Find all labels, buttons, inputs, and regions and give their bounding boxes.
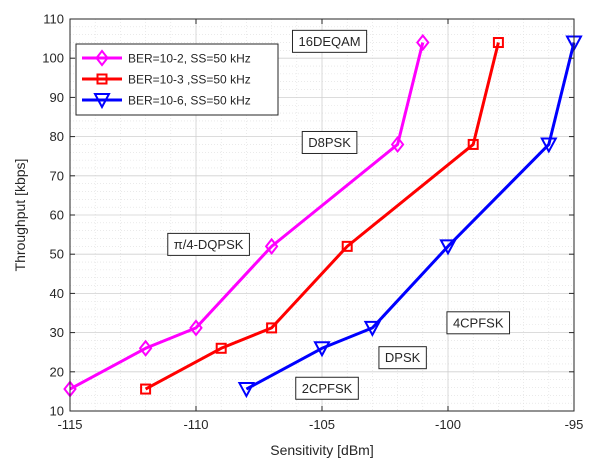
y-tick-label: 40 xyxy=(50,286,64,301)
data-point xyxy=(95,49,109,67)
annotation-box xyxy=(378,346,427,370)
annotation: D8PSK xyxy=(301,130,358,154)
series-1 xyxy=(63,33,430,398)
x-tick-label: -115 xyxy=(57,417,82,432)
data-point xyxy=(492,37,504,49)
data-point xyxy=(264,237,279,255)
annotation-box xyxy=(167,232,250,256)
data-point xyxy=(140,383,152,395)
data-point xyxy=(439,239,457,256)
annotation-label: DPSK xyxy=(385,350,421,365)
y-tick-label: 60 xyxy=(50,208,64,223)
series-2 xyxy=(140,37,504,395)
series-line xyxy=(69,42,425,391)
annotations: 16DEQAM D8PSK π/4-DQPSK 4CPFSK DPSK 2CPFSK xyxy=(167,29,511,400)
annotation-box xyxy=(295,376,359,400)
legend-label: BER=10-2, SS=50 kHz xyxy=(128,52,251,66)
x-tick-label: -110 xyxy=(183,417,208,432)
y-axis-label: Throughput [kbps] xyxy=(12,159,28,272)
annotation-label: D8PSK xyxy=(308,135,351,150)
annotation: 16DEQAM xyxy=(291,29,368,53)
data-point xyxy=(266,322,278,334)
y-tick-label: 10 xyxy=(50,404,64,419)
annotation-label: 16DEQAM xyxy=(298,34,360,49)
data-point xyxy=(215,342,227,354)
annotation-box xyxy=(291,29,368,53)
y-tick-label: 90 xyxy=(50,90,64,105)
series-3 xyxy=(237,35,583,399)
legend-entry: BER=10-6, SS=50 kHz xyxy=(82,93,251,110)
data-point xyxy=(540,137,558,154)
annotation: DPSK xyxy=(378,346,427,370)
data-point xyxy=(390,135,405,154)
series-line xyxy=(245,42,576,391)
legend-entry: BER=10-3 ,SS=50 kHz xyxy=(82,73,251,87)
x-axis-label: Sensitivity [dBm] xyxy=(270,442,373,458)
x-tick-label: -105 xyxy=(309,417,335,432)
annotation-box xyxy=(446,311,511,335)
x-tick-label: -100 xyxy=(435,417,461,432)
data-point xyxy=(467,138,479,150)
series-layer xyxy=(63,33,583,399)
y-tick-label: 80 xyxy=(50,129,64,144)
legend: BER=10-2, SS=50 kHz BER=10-3 ,SS=50 kHz BE… xyxy=(75,43,279,116)
x-tick-label: -95 xyxy=(565,417,584,432)
legend-label: BER=10-6, SS=50 kHz xyxy=(128,94,251,108)
annotation-label: 2CPFSK xyxy=(302,381,353,396)
legend-entry: BER=10-2, SS=50 kHz xyxy=(82,49,251,67)
annotation: 4CPFSK xyxy=(446,311,511,335)
data-point xyxy=(96,73,108,85)
y-tick-label: 70 xyxy=(50,168,64,183)
axis-ticks: -115 -110 -105 -100 -95 10 20 30 40 50 60 70 80 90 100… xyxy=(42,12,583,433)
y-tick-label: 50 xyxy=(50,247,64,262)
data-point xyxy=(416,33,430,52)
legend-label: BER=10-3 ,SS=50 kHz xyxy=(128,73,251,87)
y-tick-label: 110 xyxy=(43,12,64,27)
annotation: π/4-DQPSK xyxy=(167,232,250,256)
annotation-box xyxy=(301,130,358,154)
data-point xyxy=(138,339,153,357)
data-point xyxy=(363,320,382,338)
data-point xyxy=(93,93,111,110)
annotation: 2CPFSK xyxy=(295,376,359,400)
y-tick-label: 100 xyxy=(42,51,64,66)
data-point xyxy=(313,341,331,358)
data-point xyxy=(237,382,256,399)
annotation-label: 4CPFSK xyxy=(453,315,504,330)
y-tick-label: 30 xyxy=(50,325,64,340)
y-tick-label: 20 xyxy=(50,364,64,379)
series-line xyxy=(144,42,500,391)
data-point xyxy=(189,319,203,337)
annotation-label: π/4-DQPSK xyxy=(174,237,244,252)
data-point xyxy=(341,240,353,252)
